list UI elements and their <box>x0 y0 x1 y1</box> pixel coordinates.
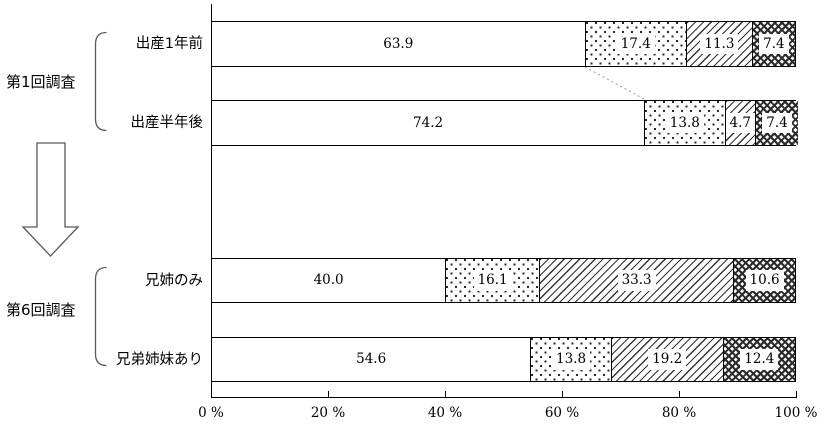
segment-value-label: 10.6 <box>745 270 784 291</box>
x-tick <box>445 391 446 397</box>
bar-row: 54.6 13.8 19.2 12.4 <box>211 337 796 382</box>
row-label: 出産1年前 <box>135 36 203 52</box>
segment-value-label: 40.0 <box>313 272 344 289</box>
segment-value-label: 16.1 <box>473 270 512 291</box>
x-tick-label: 100 % <box>774 405 818 421</box>
segment-connector-line <box>584 66 645 100</box>
segment-value-label: 4.7 <box>725 112 755 134</box>
bar-segment-plain: 63.9 <box>212 22 585 66</box>
segment-value-label: 17.4 <box>616 33 655 55</box>
bar-segment-cross: 7.4 <box>751 22 795 66</box>
segment-value-label: 11.3 <box>700 33 739 55</box>
x-tick-label: 60 % <box>544 405 580 421</box>
x-tick <box>211 391 212 397</box>
bar-segment-diag: 19.2 <box>610 338 723 381</box>
bar-segment-diag: 11.3 <box>685 22 752 66</box>
group-label: 第1回調査 <box>6 73 76 91</box>
y-axis-line <box>211 4 212 398</box>
x-tick <box>562 391 563 397</box>
x-tick-label: 20 % <box>310 405 346 421</box>
bar-row: 40.0 16.1 33.3 10.6 <box>211 258 796 303</box>
bar-segment-dots: 13.8 <box>644 101 725 145</box>
bar-segment-dots: 13.8 <box>530 338 611 381</box>
bar-row: 63.9 17.4 11.3 7.4 <box>211 21 796 67</box>
bar-segment-diag: 33.3 <box>539 259 734 302</box>
segment-value-label: 63.9 <box>383 35 414 52</box>
x-tick-label: 0 % <box>198 405 224 421</box>
row-label: 兄弟姉妹あり <box>116 351 203 368</box>
bar-segment-cross: 7.4 <box>754 101 799 145</box>
x-axis-line <box>211 397 797 398</box>
segment-value-label: 12.4 <box>740 349 779 370</box>
segment-value-label: 74.2 <box>413 114 444 131</box>
group-label: 第6回調査 <box>6 301 76 319</box>
bar-segment-cross: 10.6 <box>733 259 795 302</box>
row-label: 兄姉のみ <box>145 272 203 289</box>
segment-value-label: 7.4 <box>762 112 792 134</box>
x-tick <box>328 391 329 397</box>
x-tick-label: 80 % <box>661 405 697 421</box>
segment-value-label: 54.6 <box>356 351 387 368</box>
segment-value-label: 33.3 <box>617 270 656 291</box>
x-tick <box>679 391 680 397</box>
bar-segment-cross: 12.4 <box>722 338 795 381</box>
segment-value-label: 19.2 <box>648 349 687 370</box>
bar-segment-dots: 17.4 <box>584 22 686 66</box>
segment-value-label: 13.8 <box>665 112 704 134</box>
bar-segment-plain: 54.6 <box>212 338 531 381</box>
segment-value-label: 13.8 <box>552 349 591 370</box>
x-tick <box>796 391 797 397</box>
bar-segment-diag: 4.7 <box>724 101 755 145</box>
row-label: 出産半年後 <box>130 115 204 131</box>
bar-segment-dots: 16.1 <box>445 259 540 302</box>
down-arrow-icon <box>21 142 80 257</box>
bar-row: 74.2 13.8 4.7 7.4 <box>211 100 799 146</box>
segment-value-label: 7.4 <box>759 33 789 55</box>
x-tick-label: 40 % <box>427 405 463 421</box>
bar-segment-plain: 40.0 <box>212 259 446 302</box>
bar-segment-plain: 74.2 <box>212 101 645 145</box>
